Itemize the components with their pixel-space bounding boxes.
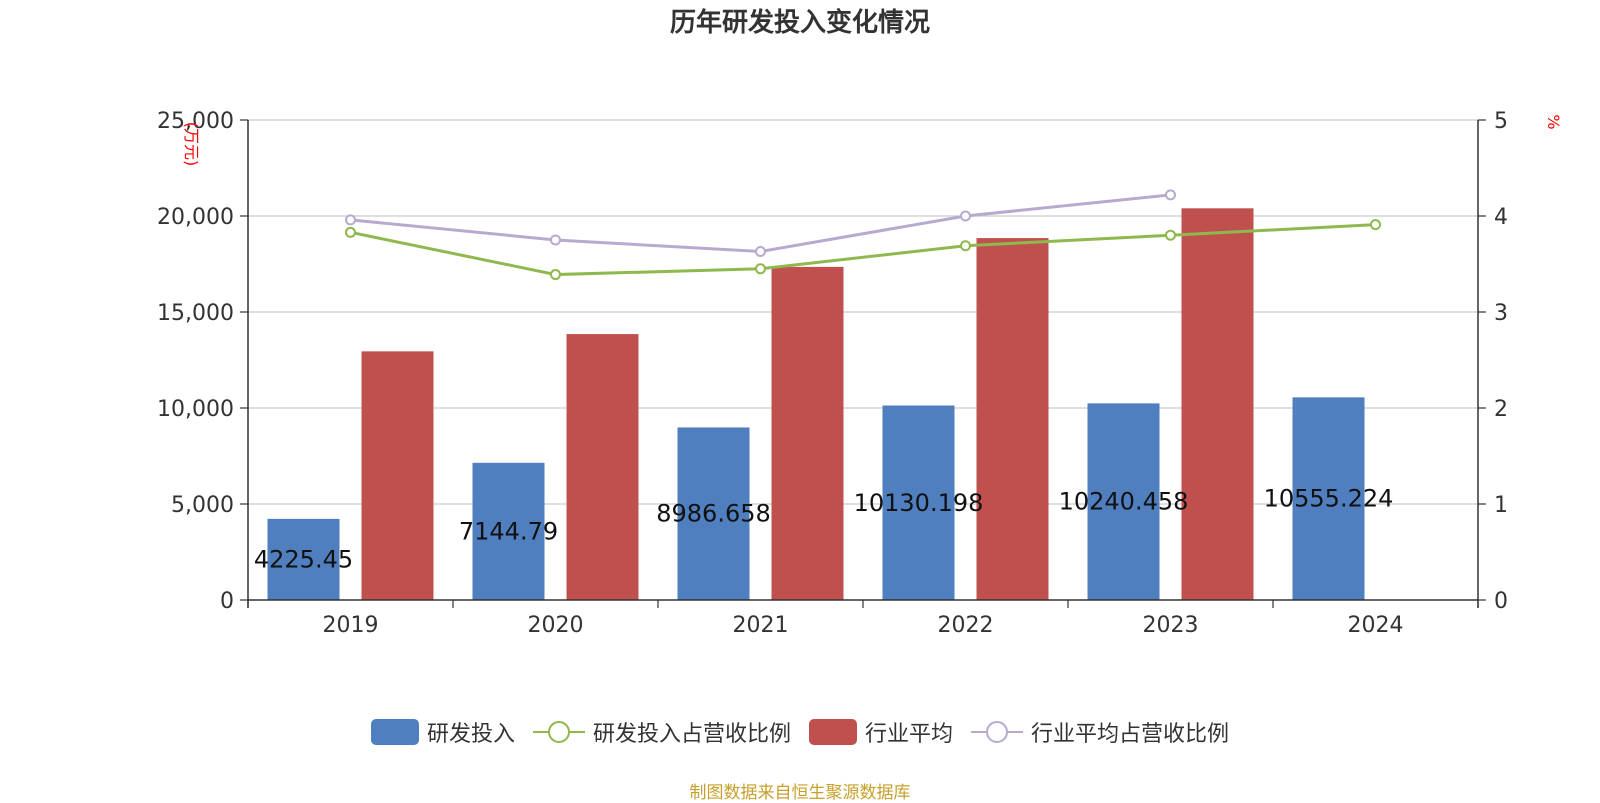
- y-right-tick-label: 0: [1494, 589, 1508, 614]
- bar: [771, 266, 844, 600]
- source-note: 制图数据来自恒生聚源数据库: [689, 783, 911, 803]
- y-right-unit: %: [1544, 114, 1563, 129]
- chart-title: 历年研发投入变化情况: [669, 8, 930, 38]
- line-point: [550, 234, 561, 246]
- y-left-tick-label: 0: [220, 589, 234, 614]
- bar: [1181, 208, 1254, 600]
- x-tick-label: 2019: [323, 613, 379, 638]
- line-point: [1165, 189, 1176, 201]
- data-labels: 4225.45 7144.79 8986.658 10130.198 10240.458…: [254, 485, 1394, 574]
- line-point: [1370, 219, 1381, 231]
- line-point: [1165, 229, 1176, 241]
- x-tick-label: 2020: [528, 613, 584, 638]
- legend-label: 研发投入占营收比例: [592, 722, 791, 747]
- line-point: [755, 246, 766, 258]
- legend-label: 研发投入: [426, 722, 515, 747]
- legend-swatch: [370, 719, 419, 745]
- x-tick-label: 2021: [733, 613, 789, 638]
- line-point: [755, 263, 766, 275]
- bar: [267, 518, 340, 600]
- bar-value-label: 8986.658: [656, 500, 771, 528]
- bars: [267, 208, 1365, 600]
- bar: [1292, 397, 1365, 600]
- legend-item[interactable]: 行业平均占营收比例: [971, 716, 1229, 748]
- legend-swatch: [971, 721, 1024, 743]
- bar: [976, 238, 1049, 600]
- bar: [361, 351, 434, 600]
- line-point: [550, 269, 561, 281]
- bar: [1087, 403, 1160, 600]
- bar-value-label: 10130.198: [854, 489, 984, 517]
- bar: [882, 405, 955, 600]
- x-tick-label: 2024: [1348, 613, 1404, 638]
- bar: [472, 462, 545, 600]
- axes: 0 0 5,000 1 10,000 2 15,000 3 20,000 4 25,000 5 (万元)…: [157, 109, 1563, 638]
- x-tick-label: 2023: [1143, 613, 1199, 638]
- lines: [345, 189, 1381, 281]
- series-line: [350, 223, 1376, 277]
- line-point: [960, 210, 971, 222]
- y-left-tick-label: 25,000: [157, 109, 234, 134]
- y-right-tick-label: 1: [1494, 493, 1508, 518]
- y-left-tick-label: 5,000: [171, 493, 234, 518]
- bar-value-label: 7144.79: [459, 517, 558, 545]
- legend-item[interactable]: 研发投入占营收比例: [532, 716, 791, 748]
- legend-label: 行业平均: [865, 722, 954, 747]
- y-left-unit: (万元): [182, 122, 201, 167]
- line-point: [345, 214, 356, 226]
- y-right-tick-label: 3: [1494, 301, 1508, 326]
- legend: 研发投入 研发投入占营收比例 行业平均 行业平均占营收比例: [0, 716, 1600, 748]
- legend-label: 行业平均占营收比例: [1031, 722, 1230, 747]
- y-left-tick-label: 10,000: [157, 397, 234, 422]
- y-right-tick-label: 4: [1494, 205, 1508, 230]
- grid-lines: [248, 119, 1478, 505]
- line-point: [345, 226, 356, 238]
- legend-swatch: [809, 719, 857, 745]
- bar-value-label: 10240.458: [1059, 488, 1189, 516]
- legend-item[interactable]: 研发投入: [370, 716, 515, 748]
- bar-value-label: 10555.224: [1264, 485, 1394, 513]
- line-point: [960, 240, 971, 252]
- y-left-tick-label: 15,000: [157, 301, 234, 326]
- y-right-tick-label: 2: [1494, 397, 1508, 422]
- legend-item[interactable]: 行业平均: [809, 716, 953, 748]
- legend-swatch: [532, 721, 585, 743]
- y-left-tick-label: 20,000: [157, 205, 234, 230]
- bar: [566, 334, 639, 600]
- bar-value-label: 4225.45: [254, 545, 353, 573]
- x-tick-label: 2022: [938, 613, 994, 638]
- y-right-tick-label: 5: [1494, 109, 1508, 134]
- bar: [677, 427, 750, 600]
